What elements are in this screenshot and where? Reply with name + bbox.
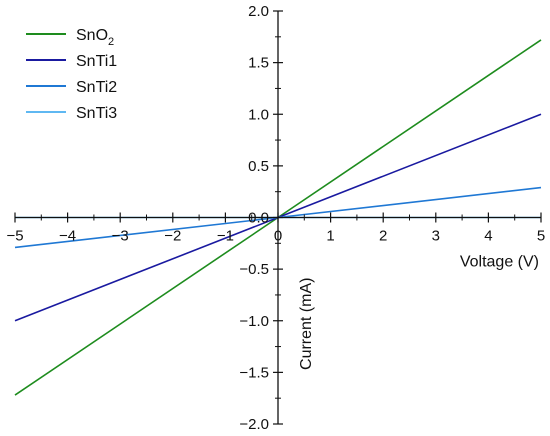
legend-subscript: 2 [108, 36, 114, 48]
x-tick-label: 3 [432, 228, 440, 245]
legend-label-3: SnTi2 [76, 79, 117, 96]
labels-layer: Voltage (V) Current (mA) [298, 254, 539, 370]
x-tick-label: −1 [217, 228, 234, 245]
x-tick-label: 4 [484, 228, 492, 245]
x-tick-label: 1 [326, 228, 334, 245]
x-tick-label: −2 [164, 228, 181, 245]
y-tick-label: 2.0 [248, 3, 269, 20]
legend-label-2: SnTi1 [76, 53, 117, 70]
x-tick-label: −5 [6, 228, 23, 245]
y-tick-label: 1.0 [248, 106, 269, 123]
ticks-layer: −5 −4 −3 −2 −1 0 1 2 3 4 5 2.0 1.5 1.0 0.5 0.0 −0.5 −1.0 −… [6, 3, 545, 433]
x-tick-label: 2 [379, 228, 387, 245]
y-tick-label: 0.0 [248, 210, 269, 227]
x-tick-label: −4 [59, 228, 76, 245]
legend-label-4: SnTi3 [76, 105, 117, 122]
y-tick-label: 0.5 [248, 158, 269, 175]
y-tick-label: −2.0 [239, 416, 269, 433]
x-tick-label: 0 [274, 228, 282, 245]
y-axis-label: Current (mA) [298, 278, 315, 370]
x-tick-label: −3 [112, 228, 129, 245]
legend-label-1: SnO2 [76, 27, 114, 48]
x-tick-label: 5 [537, 228, 545, 245]
y-tick-label: −1.5 [239, 364, 269, 381]
legend: SnO2 SnTi1 SnTi2 SnTi3 [26, 27, 117, 122]
y-tick-label: 1.5 [248, 55, 269, 72]
y-tick-label: −0.5 [239, 261, 269, 278]
y-tick-label: −1.0 [239, 313, 269, 330]
x-axis-label: Voltage (V) [460, 254, 539, 271]
